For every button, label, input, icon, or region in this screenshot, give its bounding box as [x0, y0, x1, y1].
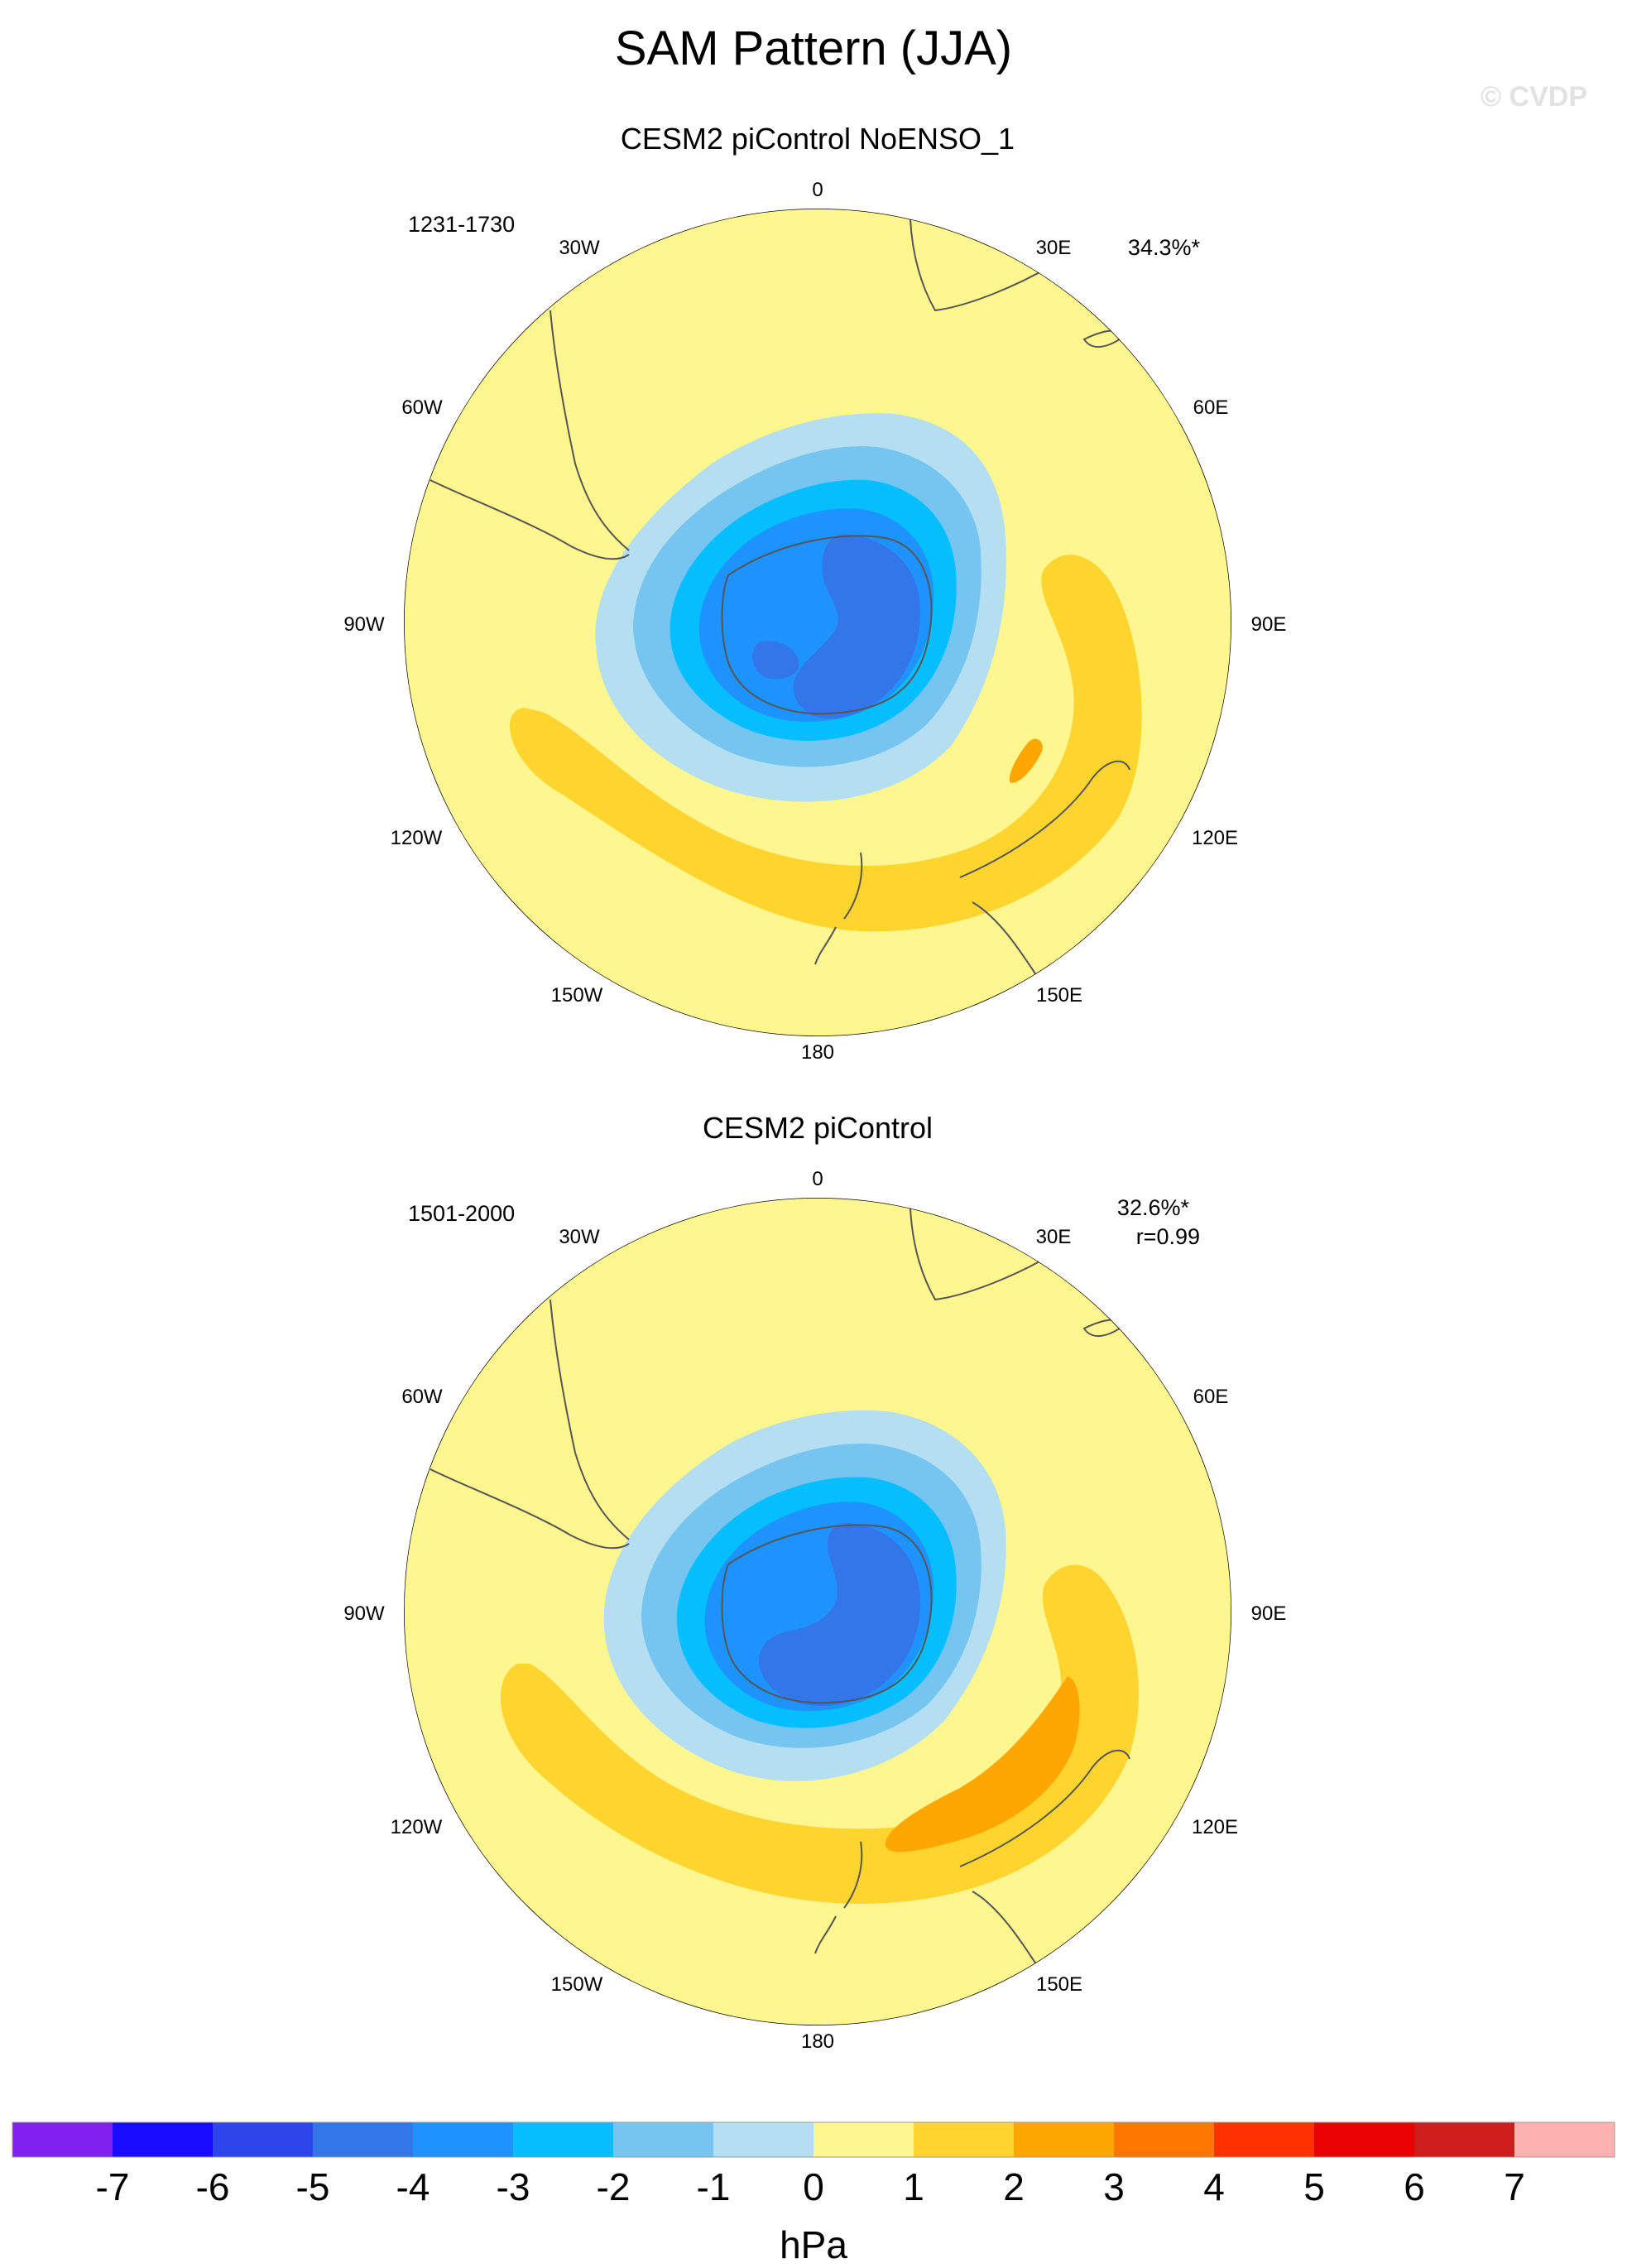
lon-label: 60W — [401, 1386, 443, 1408]
variance-label: 32.6%* — [1117, 1195, 1190, 1220]
variance-label: 34.3%* — [1128, 235, 1201, 260]
map-top — [404, 209, 1231, 1036]
colorbar-swatch — [513, 2122, 614, 2157]
correlation-label: r=0.99 — [1136, 1224, 1200, 1249]
panel-top: CESM2 piControl NoENSO_1 1231-1730 34.3%… — [343, 122, 1286, 1064]
lon-label: 90E — [1251, 613, 1287, 636]
coast-south-america — [430, 1299, 630, 1550]
colorbar-tick-label: 5 — [1303, 2165, 1325, 2208]
colorbar-tick-label: -7 — [96, 2165, 130, 2208]
lon-label: 30W — [559, 1226, 600, 1248]
colorbar-swatch — [12, 2122, 113, 2157]
lon-label: 90W — [343, 613, 385, 636]
coast-south-america — [430, 310, 630, 560]
years-label: 1501-2000 — [408, 1201, 515, 1226]
colorbar-tick-label: -5 — [296, 2165, 330, 2208]
lon-labels-bottom: 0 30E 60E 90E 120E 150E 180 150W 120W 90… — [343, 1168, 1286, 2053]
contour-negative-5 — [758, 1523, 921, 1707]
colorbar-ticks: -7 -6 -5 -4 -3 -2 -1 0 1 2 3 4 5 6 7 — [96, 2165, 1525, 2208]
colorbar-tick-label: -2 — [597, 2165, 631, 2208]
colorbar-swatch — [1514, 2122, 1615, 2157]
colorbar-tick-label: 4 — [1203, 2165, 1225, 2208]
colorbar-swatch — [213, 2122, 314, 2157]
contour-positive-2 — [885, 1676, 1080, 1852]
lon-label: 150W — [551, 984, 603, 1007]
lon-label: 60E — [1193, 1386, 1229, 1408]
colorbar-tick-label: 6 — [1404, 2165, 1425, 2208]
lon-label: 120W — [391, 1816, 443, 1838]
colorbar-tick-label: 3 — [1103, 2165, 1125, 2208]
coastlines — [430, 1208, 1130, 1975]
coast-new-zealand — [814, 852, 863, 965]
colorbar-tick-label: -6 — [196, 2165, 230, 2208]
colorbar-tick-label: 2 — [1003, 2165, 1025, 2208]
colorbar: -7 -6 -5 -4 -3 -2 -1 0 1 2 3 4 5 6 7 hPa — [12, 2121, 1615, 2266]
lon-label: 120E — [1192, 1816, 1238, 1838]
coast-new-zealand — [814, 1841, 863, 1954]
colorbar-tick-label: 1 — [903, 2165, 924, 2208]
lon-label: 60E — [1193, 396, 1229, 419]
coast-africa — [909, 219, 1053, 312]
contour-positive-2 — [1009, 738, 1043, 783]
panel-bottom: CESM2 piControl 1501-2000 32.6%* r=0.99 — [343, 1111, 1286, 2053]
colorbar-swatch — [1014, 2122, 1115, 2157]
lon-label: 150E — [1036, 984, 1082, 1007]
lon-label: 150E — [1036, 1973, 1082, 1996]
coast-antarctica — [721, 1524, 933, 1704]
colorbar-tick-label: -4 — [396, 2165, 430, 2208]
contour-negative-5 — [752, 534, 921, 719]
colorbar-boxes — [12, 2121, 1615, 2158]
colorbar-swatch — [713, 2122, 814, 2157]
map-bottom — [404, 1198, 1231, 2025]
colorbar-swatch — [914, 2122, 1015, 2157]
colorbar-swatch — [613, 2122, 714, 2157]
panel-subtitle: CESM2 piControl — [703, 1111, 933, 1145]
lon-label: 180 — [801, 2030, 834, 2053]
coast-antarctica — [721, 535, 933, 715]
lon-label: 120W — [391, 827, 443, 849]
colorbar-unit: hPa — [780, 2223, 847, 2266]
lon-label: 30E — [1036, 237, 1072, 259]
colorbar-swatch — [1314, 2122, 1415, 2157]
lon-label: 120E — [1192, 827, 1238, 849]
panel-subtitle: CESM2 piControl NoENSO_1 — [621, 122, 1015, 156]
colorbar-tick-label: -1 — [697, 2165, 731, 2208]
watermark: © CVDP — [1481, 81, 1587, 113]
lon-labels-top: 0 30E 60E 90E 120E 150E 180 150W 120W 90… — [343, 179, 1286, 1064]
colorbar-swatch — [814, 2122, 914, 2157]
colorbar-swatch — [1114, 2122, 1215, 2157]
lon-label: 0 — [812, 179, 823, 201]
lon-label: 90E — [1251, 1602, 1287, 1625]
years-label: 1231-1730 — [408, 212, 515, 237]
lon-label: 30E — [1036, 1226, 1072, 1248]
lon-label: 30W — [559, 237, 600, 259]
figure-title: SAM Pattern (JJA) — [615, 22, 1012, 75]
colorbar-tick-label: -3 — [497, 2165, 530, 2208]
lon-label: 60W — [401, 396, 443, 419]
colorbar-swatch — [1214, 2122, 1315, 2157]
lon-label: 150W — [551, 1973, 603, 1996]
colorbar-tick-label: 7 — [1504, 2165, 1525, 2208]
colorbar-swatch — [113, 2122, 214, 2157]
lon-label: 90W — [343, 1602, 385, 1625]
colorbar-frame — [12, 2121, 1615, 2158]
lon-label: 180 — [801, 1041, 834, 1064]
colorbar-swatch — [313, 2122, 414, 2157]
colorbar-swatch — [413, 2122, 514, 2157]
lon-label: 0 — [812, 1168, 823, 1190]
coast-africa — [909, 1208, 1053, 1301]
contour-positive-1 — [510, 555, 1142, 932]
colorbar-swatch — [1414, 2122, 1515, 2157]
colorbar-tick-label: 0 — [803, 2165, 824, 2208]
